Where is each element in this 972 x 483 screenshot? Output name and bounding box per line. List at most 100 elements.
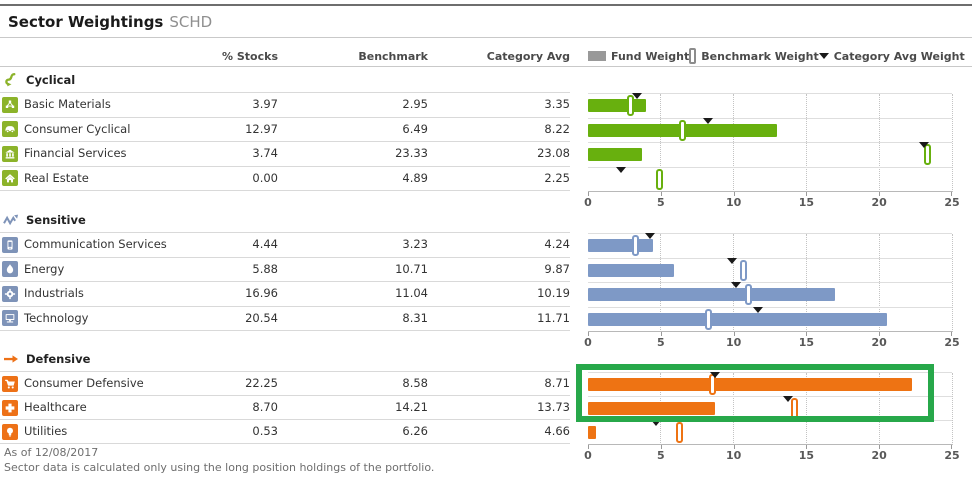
axis-tick-label: 5 [656, 449, 665, 462]
table-row: Consumer Cyclical 12.97 6.49 8.22 [0, 118, 570, 142]
axis-tick-label: 25 [944, 336, 960, 349]
sector-name: Communication Services [24, 237, 167, 252]
table-row: Energy 5.88 10.71 9.87 [0, 258, 570, 282]
group-label: Cyclical [26, 72, 76, 87]
as-of-date: As of 12/08/2017 [4, 446, 99, 459]
axis-tick-label: 0 [584, 449, 592, 462]
energy-icon [2, 261, 18, 278]
page-title-row: Sector Weightings SCHD [8, 12, 212, 31]
axis-tick [588, 332, 589, 336]
bullet-chart-sensitive: 0 5 10 15 20 25 [584, 233, 960, 351]
sector-group-cyclical: Cyclical Basic Materials 3.97 2.95 3.35 Consu… [0, 67, 570, 191]
group-label: Defensive [26, 351, 91, 366]
table-row: Industrials 16.96 11.04 10.19 [0, 282, 570, 307]
sensitive-icon [2, 212, 19, 228]
category-avg-triangle-icon [818, 53, 829, 59]
group-header-sensitive: Sensitive [0, 207, 570, 233]
value-c3: 3.35 [544, 97, 570, 112]
benchmark-weight-marker [705, 308, 713, 330]
group-header-defensive: Defensive [0, 346, 570, 372]
category-avg-marker [782, 396, 793, 402]
bullet-chart-cyclical: 0 5 10 15 20 25 [584, 93, 960, 211]
value-c2: 14.21 [395, 400, 428, 414]
benchmark-weight-marker [631, 235, 639, 257]
sector-name: Consumer Cyclical [24, 121, 131, 136]
fund-weight-bar [588, 99, 646, 113]
chart-row [588, 117, 952, 143]
page-title: Sector Weightings [8, 13, 164, 31]
legend-benchmark-weight-label: Benchmark Weight [701, 49, 819, 63]
benchmark-weight-marker [740, 259, 748, 281]
axis-tick [660, 445, 662, 449]
legend-category-avg-weight-label: Category Avg Weight [833, 49, 965, 63]
axis-tick-label: 10 [725, 196, 742, 209]
cyclical-icon [2, 72, 19, 88]
benchmark-weight-marker [655, 168, 663, 190]
table-row: Real Estate 0.00 4.89 2.25 [0, 167, 570, 191]
benchmark-weight-marker [745, 284, 753, 306]
sector-name: Energy [24, 261, 65, 276]
axis-tick [733, 332, 735, 336]
legend-fund-weight: Fund Weight [588, 50, 689, 63]
chart-row [588, 166, 952, 192]
value-c3: 2.25 [544, 170, 570, 185]
axis-tick [806, 332, 808, 336]
fund-weight-bar [588, 263, 674, 277]
axis-tick-label: 25 [944, 196, 960, 209]
axis-tick [951, 332, 952, 336]
gridline [805, 234, 807, 332]
axis-tick-label: 20 [871, 449, 887, 462]
financial-services-icon [2, 145, 18, 162]
gridline [733, 373, 735, 445]
axis-tick-label: 0 [584, 196, 592, 209]
category-avg-marker [919, 142, 930, 148]
chart-row [588, 306, 952, 332]
axis-tick-label: 10 [725, 336, 742, 349]
axis-tick [660, 192, 662, 196]
top-divider [0, 4, 972, 6]
value-c1: 20.54 [245, 310, 278, 325]
gridline [951, 94, 953, 192]
healthcare-icon [2, 399, 18, 416]
sector-name: Consumer Defensive [24, 376, 144, 390]
value-c2: 11.04 [395, 286, 428, 301]
axis-tick [951, 192, 952, 196]
value-c3: 8.22 [544, 121, 570, 136]
axis-tick [806, 192, 808, 196]
value-c3: 13.73 [537, 400, 570, 414]
value-c2: 8.58 [402, 376, 428, 390]
table-row: Healthcare 8.70 14.21 13.73 [0, 396, 570, 420]
category-avg-marker [644, 233, 655, 239]
chart-row [588, 93, 952, 119]
fund-weight-bar [588, 288, 835, 302]
fund-weight-bar [588, 426, 596, 439]
axis-tick-label: 15 [798, 336, 815, 349]
table-column-headers: % Stocks Benchmark Category Avg [0, 46, 570, 66]
sector-name: Real Estate [24, 170, 89, 185]
fund-weight-swatch-icon [588, 51, 606, 61]
fund-ticker: SCHD [169, 13, 213, 31]
axis-tick-label: 5 [656, 196, 665, 209]
chart-legend: Fund Weight Benchmark Weight Category Av… [588, 46, 965, 66]
table-row: Communication Services 4.44 3.23 4.24 [0, 233, 570, 258]
value-c1: 3.74 [252, 146, 278, 161]
value-c2: 2.95 [402, 97, 428, 112]
fund-weight-bar [588, 148, 643, 162]
chart-row [588, 142, 952, 168]
category-avg-marker [709, 372, 720, 378]
axis-tick-label: 15 [798, 449, 815, 462]
value-c3: 10.19 [537, 286, 570, 301]
gridline [878, 94, 880, 192]
table-row: Consumer Defensive 22.25 8.58 8.71 [0, 372, 570, 396]
column-header-stocks: % Stocks [222, 50, 278, 63]
sector-name: Industrials [24, 286, 84, 301]
gridline [951, 234, 953, 332]
chart-plot-area [588, 93, 953, 192]
value-c2: 6.49 [402, 121, 428, 136]
axis-tick [879, 445, 881, 449]
sector-name: Utilities [24, 424, 68, 438]
category-avg-marker [631, 93, 642, 99]
category-avg-marker [702, 117, 713, 124]
gridline [660, 234, 662, 332]
